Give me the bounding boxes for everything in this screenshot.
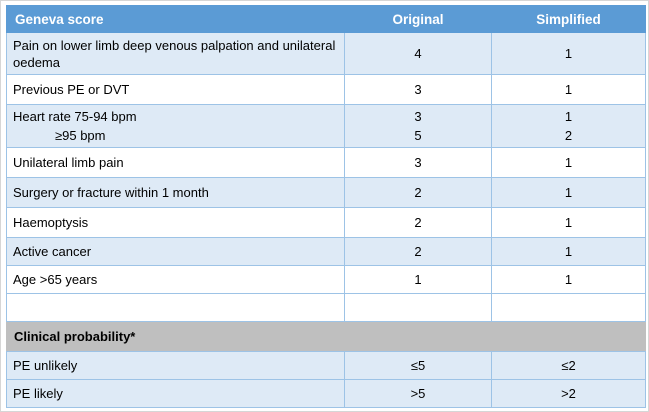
table-row-empty-spacer bbox=[6, 293, 646, 322]
heart-rate-75-94-label: Heart rate 75-94 bpm bbox=[13, 109, 137, 124]
original-value: 3 bbox=[344, 74, 492, 105]
original-value: >5 bbox=[344, 379, 492, 408]
section-header-label: Clinical probability* bbox=[6, 321, 345, 352]
simplified-value: 1 bbox=[491, 177, 646, 208]
simplified-value: >2 bbox=[491, 379, 646, 408]
column-header-geneva-score: Geneva score bbox=[6, 5, 345, 33]
simplified-value: 1 bbox=[491, 265, 646, 294]
simplified-value: 1 bbox=[491, 147, 646, 178]
table-row-surgery-fracture: Surgery or fracture within 1 month 2 1 bbox=[6, 177, 646, 208]
heart-rate-95-label: ≥95 bpm bbox=[55, 128, 106, 143]
row-label bbox=[6, 293, 345, 322]
table-row-active-cancer: Active cancer 2 1 bbox=[6, 237, 646, 266]
simplified-value bbox=[491, 321, 646, 352]
row-label: Active cancer bbox=[6, 237, 345, 266]
table-row-pe-likely: PE likely >5 >2 bbox=[6, 379, 646, 408]
simplified-value: ≤2 bbox=[491, 351, 646, 380]
row-label: Age >65 years bbox=[6, 265, 345, 294]
row-label: Unilateral limb pain bbox=[6, 147, 345, 178]
original-value: 1 bbox=[344, 265, 492, 294]
original-value bbox=[344, 293, 492, 322]
original-value: 4 bbox=[344, 32, 492, 75]
table-row-pe-unlikely: PE unlikely ≤5 ≤2 bbox=[6, 351, 646, 380]
original-value: 2 bbox=[344, 177, 492, 208]
simplified-value: 1 2 bbox=[491, 104, 646, 148]
original-value bbox=[344, 321, 492, 352]
table-row-heart-rate: Heart rate 75-94 bpm ≥95 bpm 3 5 1 2 bbox=[6, 104, 646, 148]
simplified-value: 1 bbox=[491, 237, 646, 266]
simplified-value: 1 bbox=[491, 74, 646, 105]
simplified-value: 1 bbox=[491, 207, 646, 238]
original-value: 2 bbox=[344, 207, 492, 238]
row-label: PE unlikely bbox=[6, 351, 345, 380]
table-row-unilateral-limb-pain: Unilateral limb pain 3 1 bbox=[6, 147, 646, 178]
geneva-score-table: Geneva score Original Simplified Pain on… bbox=[6, 5, 646, 408]
original-value: 3 5 bbox=[344, 104, 492, 148]
row-label: PE likely bbox=[6, 379, 345, 408]
column-header-original: Original bbox=[344, 5, 492, 33]
column-header-simplified: Simplified bbox=[491, 5, 646, 33]
table-header-row: Geneva score Original Simplified bbox=[6, 5, 646, 33]
table-row-pain-palpation: Pain on lower limb deep venous palpation… bbox=[6, 32, 646, 75]
row-label: Heart rate 75-94 bpm ≥95 bpm bbox=[6, 104, 345, 148]
table-row-clinical-probability-header: Clinical probability* bbox=[6, 321, 646, 352]
row-label: Pain on lower limb deep venous palpation… bbox=[6, 32, 345, 75]
table-row-previous-pe-dvt: Previous PE or DVT 3 1 bbox=[6, 74, 646, 105]
original-value: ≤5 bbox=[344, 351, 492, 380]
row-label: Previous PE or DVT bbox=[6, 74, 345, 105]
row-label: Haemoptysis bbox=[6, 207, 345, 238]
row-label: Surgery or fracture within 1 month bbox=[6, 177, 345, 208]
original-value: 3 bbox=[344, 147, 492, 178]
simplified-value bbox=[491, 293, 646, 322]
original-value: 2 bbox=[344, 237, 492, 266]
table-row-haemoptysis: Haemoptysis 2 1 bbox=[6, 207, 646, 238]
table-row-age-65: Age >65 years 1 1 bbox=[6, 265, 646, 294]
simplified-value: 1 bbox=[491, 32, 646, 75]
